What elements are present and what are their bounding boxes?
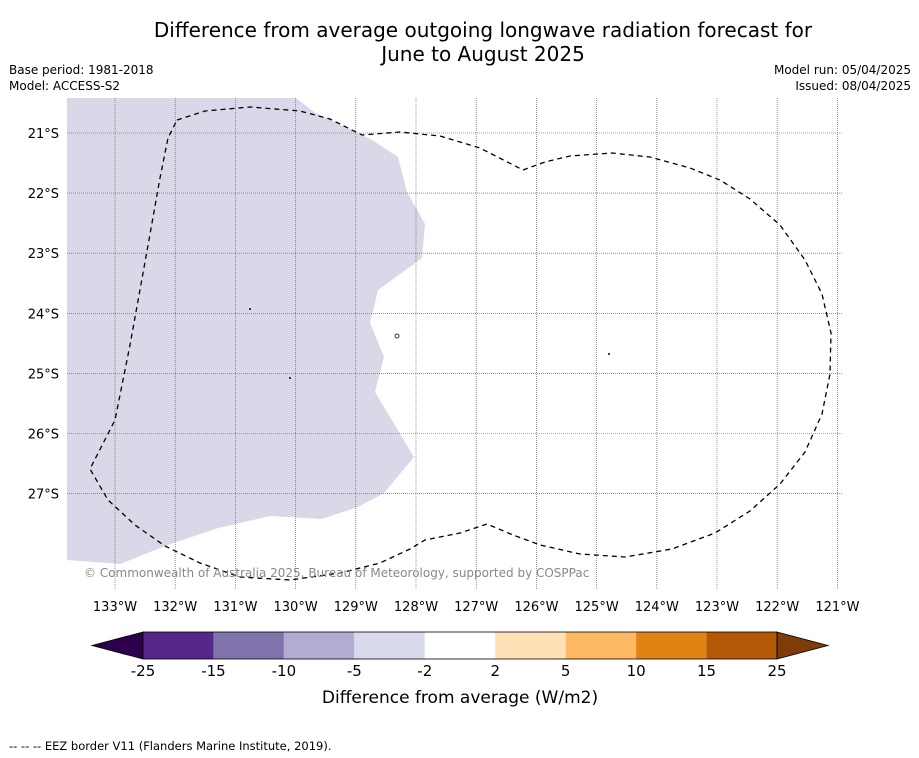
eez-border: [89, 106, 832, 581]
meta-right: Model run: 05/04/2025 Issued: 08/04/2025: [774, 62, 911, 94]
colorbar-over-arrow: [776, 631, 830, 660]
lon-label: 128°W: [394, 600, 438, 615]
colorbar-ticks: -25 -15 -10 -5 -2 2 5 10 15 25: [131, 662, 787, 680]
lon-label: 129°W: [334, 600, 378, 615]
lon-label: 122°W: [755, 600, 799, 615]
colorbar-tick-label: -5: [347, 662, 362, 680]
lat-label: 21°S: [28, 127, 59, 142]
colorbar-tick-label: -15: [201, 662, 226, 680]
lon-label: 130°W: [274, 600, 318, 615]
colorbar-tick-label: 5: [561, 662, 571, 680]
lon-label: 121°W: [815, 600, 859, 615]
colorbar-frame: [142, 631, 778, 660]
lon-label: 127°W: [454, 600, 498, 615]
map-area: [67, 98, 843, 590]
lon-label: 126°W: [514, 600, 558, 615]
lon-label: 132°W: [153, 600, 197, 615]
title-line-2: June to August 2025: [381, 42, 585, 66]
colorbar-segment: [283, 632, 355, 659]
lon-label: 125°W: [575, 600, 619, 615]
colorbar-tick-label: 2: [490, 662, 500, 680]
latitude-labels: 21°S 22°S 23°S 24°S 25°S 26°S 27°S: [28, 127, 59, 503]
colorbar-tick-label: 15: [697, 662, 716, 680]
meta-left: Base period: 1981-2018 Model: ACCESS-S2: [9, 62, 154, 94]
island-marker: [394, 333, 400, 339]
colorbar-segment: [213, 632, 284, 659]
model-name: Model: ACCESS-S2: [9, 79, 121, 93]
colorbar-segment: [495, 632, 566, 659]
title-line-1: Difference from average outgoing longwav…: [153, 18, 813, 42]
colorbar-segment: [354, 632, 425, 659]
colorbar-tick-label: 10: [627, 662, 646, 680]
island-marker: [289, 377, 291, 379]
colorbar-tick-label: -10: [272, 662, 297, 680]
colorbar-segment: [706, 632, 777, 659]
model-run: Model run: 05/04/2025: [773, 63, 911, 77]
island-marker: [249, 308, 251, 310]
lon-label: 124°W: [635, 600, 679, 615]
issued-date: Issued: 08/04/2025: [795, 79, 911, 93]
colorbar-segment: [143, 632, 214, 659]
colorbar-label: Difference from average (W/m2): [322, 688, 598, 708]
lat-label: 24°S: [28, 307, 59, 322]
colorbar-tick-label: -2: [417, 662, 432, 680]
eez-legend: -- -- -- EEZ border V11 (Flanders Marine…: [9, 739, 332, 753]
colorbar-tick-label: 25: [767, 662, 786, 680]
colorbar: [90, 631, 830, 660]
lat-label: 26°S: [28, 428, 59, 443]
colorbar-under-arrow: [90, 631, 144, 660]
lon-label: 131°W: [213, 600, 257, 615]
lon-label: 133°W: [93, 600, 137, 615]
colorbar-segment: [424, 632, 496, 659]
lat-label: 23°S: [28, 247, 59, 262]
colorbar-segment: [565, 632, 637, 659]
copyright-notice: © Commonwealth of Australia 2025, Bureau…: [84, 566, 589, 580]
colorbar-tick-label: -25: [131, 662, 156, 680]
page-title: Difference from average outgoing longwav…: [0, 18, 919, 66]
lat-label: 22°S: [28, 187, 59, 202]
negative-anomaly-region: [67, 98, 425, 564]
lat-label: 27°S: [28, 488, 59, 503]
lon-label: 123°W: [695, 600, 739, 615]
longitude-labels: 133°W 132°W 131°W 130°W 129°W 128°W 127°W 126°W…: [93, 600, 860, 615]
base-period: Base period: 1981-2018: [9, 63, 154, 77]
colorbar-segment: [636, 632, 707, 659]
graticule: [67, 98, 843, 590]
island-marker: [608, 353, 610, 355]
lat-label: 25°S: [28, 367, 59, 382]
